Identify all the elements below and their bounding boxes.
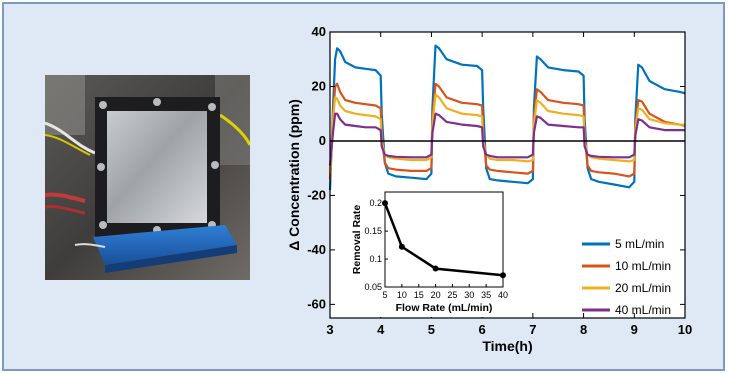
inset-y-tick-label: 0.2 bbox=[369, 198, 382, 208]
legend-entry: 10 mL/min bbox=[615, 259, 671, 273]
legend-entry: 20 mL/min bbox=[615, 281, 671, 295]
x-axis-label: Time(h) bbox=[482, 338, 532, 354]
inset-x-tick-label: 40 bbox=[498, 290, 508, 300]
inset-point bbox=[433, 266, 439, 272]
inset-x-tick-label: 15 bbox=[414, 290, 424, 300]
y-tick-label: -20 bbox=[307, 187, 326, 202]
x-tick-label: 3 bbox=[326, 322, 333, 337]
legend-entry: 40 mL/min bbox=[615, 303, 671, 317]
inset-x-tick-label: 35 bbox=[481, 290, 491, 300]
inset-x-tick-label: 20 bbox=[431, 290, 441, 300]
inset-x-tick-label: 30 bbox=[464, 290, 474, 300]
x-tick-label: 7 bbox=[529, 322, 536, 337]
x-tick-label: 4 bbox=[377, 322, 385, 337]
inset-y-axis-label: Removal Rate bbox=[351, 205, 363, 275]
y-tick-label: -40 bbox=[307, 242, 326, 257]
inset-y-tick-label: 0.15 bbox=[364, 226, 382, 236]
y-axis-label: Δ Concentration (ppm) bbox=[286, 99, 302, 251]
x-tick-label: 9 bbox=[631, 322, 638, 337]
inset-y-tick-label: 0.1 bbox=[369, 254, 382, 264]
x-tick-label: 5 bbox=[428, 322, 435, 337]
inset-point bbox=[399, 244, 405, 250]
x-tick-label: 8 bbox=[580, 322, 587, 337]
x-tick-label: 10 bbox=[678, 322, 692, 337]
y-tick-label: 0 bbox=[319, 133, 326, 148]
y-tick-label: -60 bbox=[307, 296, 326, 311]
inset-x-axis-label: Flow Rate (mL/min) bbox=[396, 302, 493, 314]
inset-x-tick-label: 10 bbox=[397, 290, 407, 300]
y-tick-label: 40 bbox=[312, 24, 326, 39]
y-tick-label: 20 bbox=[312, 78, 326, 93]
x-tick-label: 6 bbox=[479, 322, 486, 337]
inset-y-tick-label: 0.05 bbox=[364, 282, 382, 292]
inset-point bbox=[500, 272, 506, 278]
inset-x-tick-label: 25 bbox=[447, 290, 457, 300]
legend-entry: 5 mL/min bbox=[615, 237, 664, 251]
inset-x-tick-label: 5 bbox=[382, 290, 387, 300]
inset-chart: 5 10 15 20 25 30 35 40 0.05 0.1 0.15 0.2 Flow Rate (… bbox=[351, 187, 512, 317]
